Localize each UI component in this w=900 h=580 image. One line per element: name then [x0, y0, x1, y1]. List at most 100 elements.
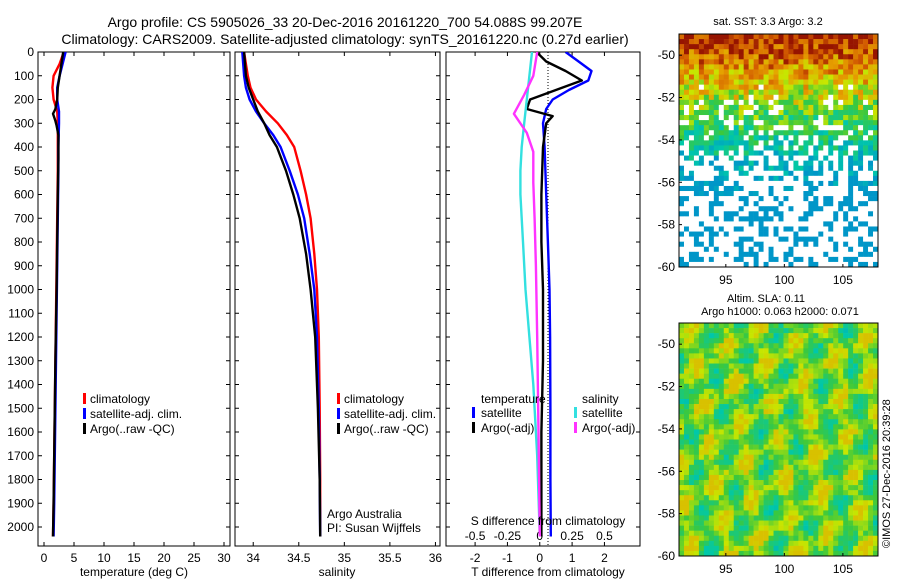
map-cell — [798, 155, 804, 161]
map-cell — [798, 175, 804, 182]
map-cell — [753, 363, 759, 369]
map-cell — [748, 69, 754, 75]
map-cell — [768, 109, 774, 116]
map-cell — [703, 500, 710, 506]
map-cell — [718, 135, 725, 141]
map-cell — [833, 459, 839, 466]
map-cell — [773, 525, 779, 531]
map-cell — [818, 145, 824, 151]
map-cell — [773, 323, 779, 329]
map-cell — [858, 383, 864, 390]
map-cell — [679, 510, 685, 516]
map-cell — [823, 454, 829, 461]
map-cell — [743, 125, 749, 131]
map-cell — [823, 545, 829, 552]
map-cell — [858, 545, 864, 552]
map-cell — [873, 145, 879, 151]
map-cell — [778, 74, 784, 80]
map-cell — [778, 130, 784, 136]
map-cell — [833, 185, 839, 192]
map-cell — [873, 368, 879, 374]
map-cell — [798, 150, 804, 156]
map-cell — [679, 535, 685, 542]
map-cell — [713, 201, 720, 207]
map-cell — [723, 363, 730, 369]
map-cell — [688, 175, 695, 182]
map-cell — [738, 333, 744, 339]
map-cell — [783, 231, 789, 237]
map-cell — [768, 328, 774, 334]
map-cell — [868, 211, 874, 217]
map-cell — [718, 89, 725, 96]
map-cell — [833, 444, 839, 450]
map-cell — [713, 246, 720, 253]
map-cell — [818, 206, 824, 212]
salinity-panel-frame — [234, 51, 441, 547]
map-cell — [733, 439, 739, 445]
map-cell — [848, 196, 854, 202]
map-cell — [708, 353, 715, 359]
map-cell — [728, 175, 735, 182]
map-cell — [713, 424, 720, 430]
map-cell — [763, 241, 769, 248]
map-cell — [743, 54, 749, 60]
map-cell — [818, 328, 824, 334]
map-cell — [733, 490, 739, 496]
map-cell — [679, 459, 685, 466]
legend-swatch-climatology — [83, 393, 86, 404]
map-cell — [853, 180, 859, 187]
map-cell — [778, 79, 784, 85]
map-cell — [858, 525, 864, 531]
map-cell — [698, 226, 705, 232]
map-cell — [703, 485, 710, 491]
map-cell — [843, 328, 849, 334]
map-cell — [808, 439, 814, 445]
map-cell — [743, 49, 749, 55]
map-cell — [823, 231, 829, 237]
map-cell — [728, 261, 735, 268]
map-cell — [753, 525, 759, 531]
map-cell — [828, 135, 834, 141]
map-cell — [753, 490, 759, 496]
map-cell — [858, 241, 864, 248]
map-cell — [833, 358, 839, 364]
map-cell — [848, 348, 854, 354]
map-cell — [728, 535, 735, 542]
map-cell — [713, 454, 720, 461]
map-cell — [838, 525, 844, 531]
map-cell — [833, 323, 839, 329]
map-cell — [803, 373, 809, 380]
map-cell — [738, 373, 744, 380]
map-cell — [713, 515, 720, 521]
map-cell — [833, 535, 839, 542]
map-cell — [838, 89, 844, 96]
map-cell — [873, 236, 879, 242]
map-cell — [728, 444, 735, 450]
map-cell — [838, 545, 844, 552]
map-cell — [808, 454, 814, 461]
map-cell — [718, 333, 725, 339]
map-cell — [688, 191, 695, 197]
map-cell — [738, 378, 744, 385]
map-cell — [818, 434, 824, 440]
map-cell — [748, 358, 754, 364]
map-cell — [873, 256, 879, 263]
map-cell — [698, 510, 705, 516]
map-cell — [763, 125, 769, 131]
map-cell — [753, 89, 759, 96]
map-cell — [853, 185, 859, 192]
map-cell — [788, 201, 794, 207]
map-cell — [848, 206, 854, 212]
map-cell — [748, 424, 754, 430]
map-cell — [738, 485, 744, 491]
map-cell — [748, 480, 754, 486]
map-cell — [723, 155, 730, 161]
map-cell — [683, 135, 690, 141]
map-cell — [679, 454, 685, 461]
map-cell — [778, 338, 784, 344]
map-cell — [773, 79, 779, 85]
map-cell — [703, 429, 710, 435]
map-cell — [718, 94, 725, 101]
map-cell — [698, 525, 705, 531]
map-cell — [768, 216, 774, 222]
